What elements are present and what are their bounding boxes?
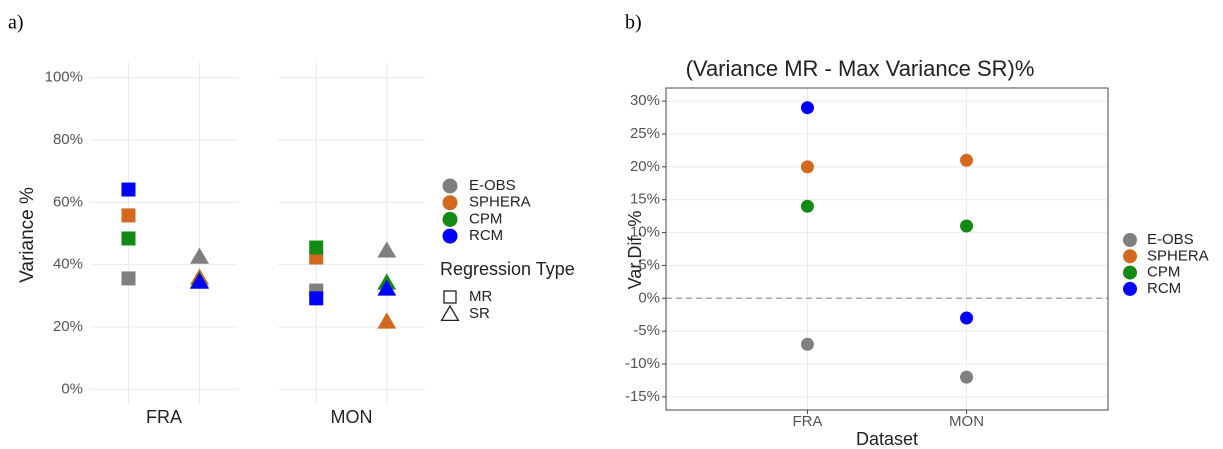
square-point	[121, 208, 136, 223]
panel-label: b)	[625, 12, 642, 34]
legend-label: MR	[469, 288, 492, 305]
point	[800, 199, 814, 213]
legend-label: E-OBS	[469, 177, 516, 194]
legend-label: RCM	[469, 227, 503, 244]
y-tick-label: 40%	[53, 256, 83, 273]
legend-label: CPM	[469, 210, 502, 227]
x-axis-label: Dataset	[856, 429, 918, 449]
facet-label: MON	[331, 407, 373, 427]
triangle-point	[190, 272, 209, 289]
square-point	[121, 271, 136, 286]
plot-border	[665, 87, 1109, 411]
y-tick-label: 100%	[45, 69, 83, 86]
point	[800, 337, 814, 351]
legend-swatch	[442, 211, 458, 227]
legend-swatch	[1123, 281, 1137, 296]
triangle-point	[377, 241, 397, 258]
legend-swatch	[1123, 265, 1137, 280]
legend-label: SR	[469, 305, 490, 322]
y-tick-label: 15%	[630, 191, 660, 208]
facet-label: FRA	[146, 407, 182, 427]
square-point	[309, 291, 324, 306]
legend-label: CPM	[1147, 264, 1180, 281]
y-tick-label: 10%	[630, 224, 660, 241]
triangle-point	[190, 247, 209, 264]
point	[800, 101, 814, 115]
y-tick-label: 0%	[61, 380, 83, 397]
legend-swatch	[1123, 233, 1137, 247]
y-tick-label: 25%	[630, 125, 660, 142]
x-tick-label: MON	[949, 413, 984, 430]
legend-label: E-OBS	[1147, 231, 1194, 248]
square-point	[121, 182, 136, 197]
point	[960, 311, 974, 325]
legend-title: Regression Type	[440, 259, 575, 279]
legend-swatch	[442, 178, 458, 194]
y-tick-label: 30%	[630, 92, 660, 109]
square-point	[121, 231, 136, 246]
y-tick-label: 80%	[53, 131, 83, 148]
y-tick-label: 5%	[638, 256, 660, 273]
legend-swatch	[442, 195, 458, 211]
y-tick-label: 20%	[53, 318, 83, 335]
legend-shape	[443, 290, 457, 304]
y-axis-label: Var.Dif. %	[625, 211, 645, 290]
point	[800, 160, 814, 174]
triangle-point	[377, 279, 397, 296]
y-tick-label: -5%	[633, 322, 660, 339]
triangle-point	[377, 312, 397, 329]
y-tick-label: -10%	[625, 355, 660, 372]
y-axis-label: Variance %	[17, 187, 38, 283]
legend-swatch	[442, 228, 458, 244]
point	[960, 370, 974, 384]
legend-label: SPHERA	[469, 194, 531, 211]
point	[960, 153, 974, 167]
y-tick-label: 60%	[53, 193, 83, 210]
y-tick-label: 20%	[630, 158, 660, 175]
legend-shape	[440, 304, 460, 322]
y-tick-label: -15%	[625, 388, 660, 405]
square-point	[309, 240, 324, 255]
legend-label: SPHERA	[1147, 247, 1209, 264]
legend-label: RCM	[1147, 280, 1181, 297]
y-tick-label: 0%	[638, 289, 660, 306]
point	[960, 219, 974, 233]
panel-label: a)	[8, 12, 24, 34]
x-tick-label: FRA	[792, 413, 822, 430]
legend-swatch	[1123, 249, 1137, 264]
chart-title: (Variance MR - Max Variance SR)%	[686, 56, 1035, 81]
